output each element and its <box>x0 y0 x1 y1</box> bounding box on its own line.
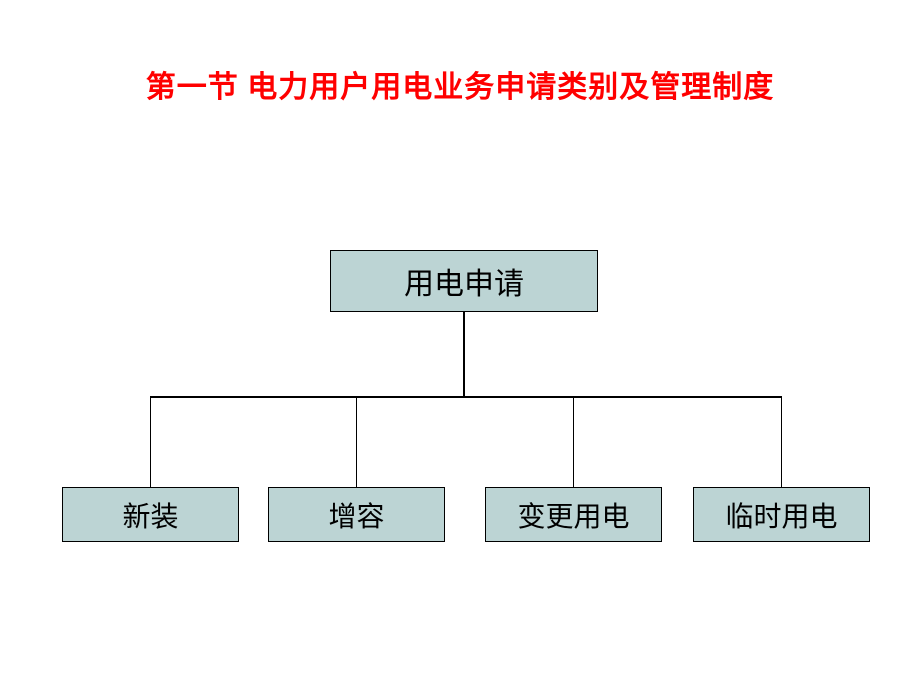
root-node-label: 用电申请 <box>404 259 524 303</box>
connector-line <box>150 396 783 398</box>
root-node: 用电申请 <box>330 250 598 312</box>
child-node-0-label: 新装 <box>122 495 178 535</box>
child-node-1-label: 增容 <box>328 495 384 535</box>
child-node-1: 增容 <box>268 487 445 542</box>
connector-line <box>573 397 575 487</box>
child-node-2: 变更用电 <box>485 487 662 542</box>
page-title: 第一节 电力用户用电业务申请类别及管理制度 <box>0 62 920 106</box>
child-node-2-label: 变更用电 <box>517 495 629 535</box>
connector-line <box>781 397 783 487</box>
connector-line <box>150 397 152 487</box>
connector-line <box>463 312 465 397</box>
child-node-3: 临时用电 <box>693 487 870 542</box>
child-node-0: 新装 <box>62 487 239 542</box>
connector-line <box>356 397 358 487</box>
child-node-3-label: 临时用电 <box>725 495 837 535</box>
